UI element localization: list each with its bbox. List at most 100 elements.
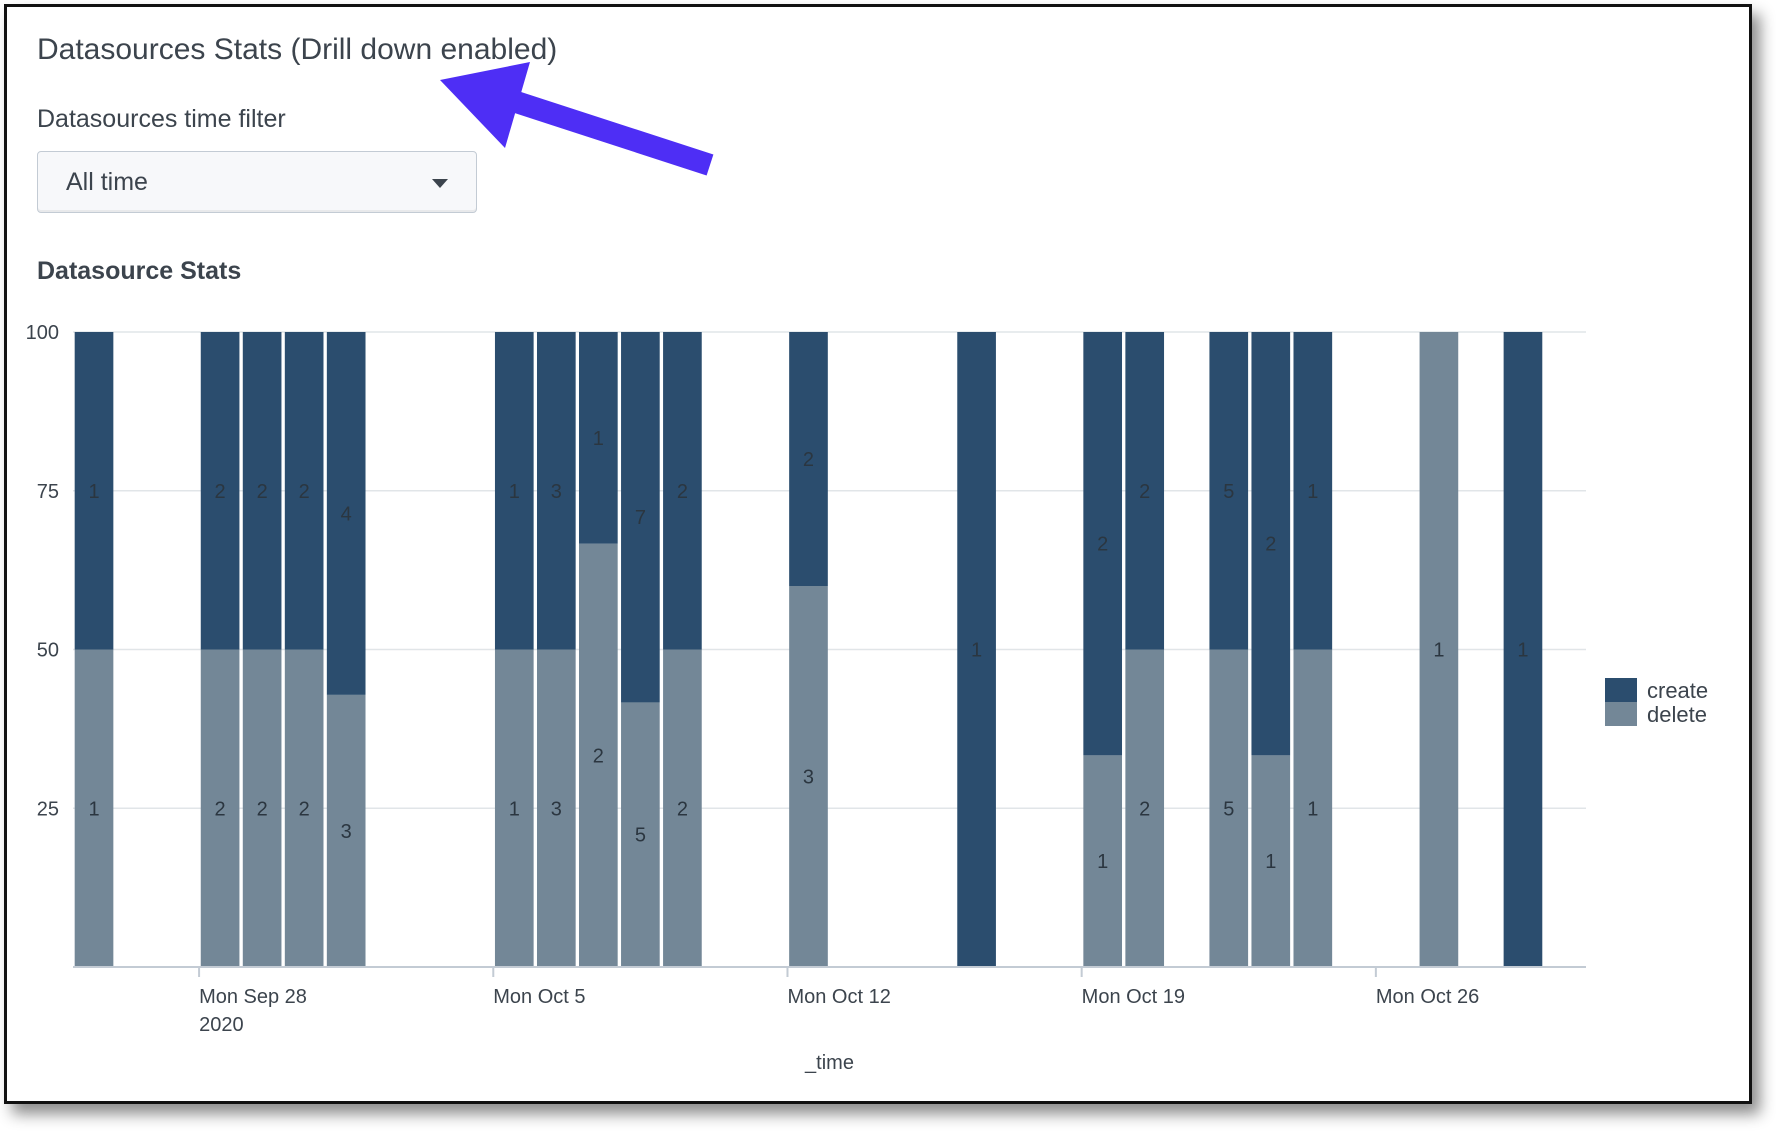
data-label-create: 2 xyxy=(1265,534,1276,556)
data-label-create: 1 xyxy=(593,428,604,450)
page-title: Datasources Stats (Drill down enabled) xyxy=(37,33,558,66)
bar-stack[interactable]: 57 xyxy=(621,332,660,967)
legend-swatch-create xyxy=(1605,678,1637,702)
bar-segment-create[interactable] xyxy=(1251,332,1291,756)
bar-segment-delete[interactable] xyxy=(74,649,114,968)
bar-segment-delete[interactable] xyxy=(1125,649,1165,968)
time-filter-value: All time xyxy=(66,168,148,196)
x-tick-label: Mon Oct 5 xyxy=(493,986,585,1008)
bar-segment-delete[interactable] xyxy=(579,543,618,967)
bar-segment-create[interactable] xyxy=(242,332,282,650)
legend-label-create[interactable]: create xyxy=(1647,678,1708,703)
bar-stack[interactable]: 22 xyxy=(200,332,240,968)
bar-stack[interactable]: 22 xyxy=(284,332,324,968)
data-label-delete: 3 xyxy=(341,821,352,843)
data-label-create: 1 xyxy=(88,481,99,503)
bar-segment-create[interactable] xyxy=(1503,332,1543,967)
bar-segment-delete[interactable] xyxy=(1293,649,1333,968)
bar-segment-delete[interactable] xyxy=(1209,649,1249,968)
y-tick-label: 100 xyxy=(26,322,59,344)
chart-title: Datasource Stats xyxy=(37,257,242,285)
bar-stack[interactable]: 12 xyxy=(1251,332,1291,967)
bar-segment-delete[interactable] xyxy=(1083,755,1123,967)
data-label-create: 5 xyxy=(1223,481,1234,503)
data-label-create: 2 xyxy=(215,481,226,503)
bar-segment-delete[interactable] xyxy=(200,649,240,968)
bar-segment-create[interactable] xyxy=(621,332,660,703)
bar-stack[interactable]: 32 xyxy=(789,332,828,967)
bar-stack[interactable]: 11 xyxy=(74,332,114,968)
bar-stack[interactable]: 1 xyxy=(1419,332,1459,967)
bar-segment-create[interactable] xyxy=(579,332,618,544)
bar-segment-delete[interactable] xyxy=(326,694,366,967)
data-label-create: 2 xyxy=(1097,534,1108,556)
y-tick-label: 50 xyxy=(37,640,59,662)
data-label-delete: 3 xyxy=(551,798,562,820)
bar-stack[interactable]: 21 xyxy=(579,332,618,967)
bar-stack[interactable]: 33 xyxy=(536,332,576,968)
x-axis-title: _time xyxy=(804,1052,854,1074)
bar-stack[interactable]: 1 xyxy=(957,332,996,967)
bar-segment-create[interactable] xyxy=(1125,332,1165,650)
y-tick-label: 75 xyxy=(37,481,59,503)
data-label-delete: 2 xyxy=(1139,798,1150,820)
data-label-create: 1 xyxy=(509,481,520,503)
legend-swatch-delete xyxy=(1605,702,1637,726)
x-tick-label: Mon Oct 26 xyxy=(1376,986,1479,1008)
bar-segment-create[interactable] xyxy=(1083,332,1123,756)
bar-stack[interactable]: 1 xyxy=(1503,332,1543,967)
bar-segment-create[interactable] xyxy=(789,332,828,586)
bar-stack[interactable]: 55 xyxy=(1209,332,1249,968)
bar-segment-create[interactable] xyxy=(957,332,996,967)
x-tick-sublabel: 2020 xyxy=(199,1014,244,1036)
y-tick-label: 25 xyxy=(37,798,59,820)
bar-segment-create[interactable] xyxy=(74,332,114,650)
bar-segment-create[interactable] xyxy=(494,332,534,650)
bar-segment-delete[interactable] xyxy=(494,649,534,968)
bar-stack[interactable]: 22 xyxy=(242,332,282,968)
data-label-delete: 3 xyxy=(803,767,814,789)
bar-stack[interactable]: 22 xyxy=(1125,332,1165,968)
bar-segment-delete[interactable] xyxy=(789,586,828,967)
bar-stack[interactable]: 12 xyxy=(1083,332,1123,967)
bar-segment-create[interactable] xyxy=(284,332,324,650)
data-label-delete: 5 xyxy=(635,825,646,847)
bar-segment-delete[interactable] xyxy=(621,702,660,967)
data-label-create: 2 xyxy=(299,481,310,503)
bar-stack[interactable]: 34 xyxy=(326,332,366,967)
bar-segment-delete[interactable] xyxy=(284,649,324,968)
data-label-delete: 2 xyxy=(299,798,310,820)
x-tick-label: Mon Oct 12 xyxy=(787,986,890,1008)
bar-segment-delete[interactable] xyxy=(1419,332,1459,967)
data-label-delete: 1 xyxy=(1307,798,1318,820)
bar-segment-delete[interactable] xyxy=(242,649,282,968)
bar-segment-delete[interactable] xyxy=(1251,755,1291,967)
data-label-delete: 2 xyxy=(215,798,226,820)
bar-segment-create[interactable] xyxy=(1209,332,1249,650)
data-label-delete: 1 xyxy=(1097,851,1108,873)
time-filter-dropdown[interactable]: All time xyxy=(37,151,477,213)
pointer-arrow-icon xyxy=(440,62,714,176)
bar-stack[interactable]: 11 xyxy=(1293,332,1333,968)
x-tick-label: Mon Sep 28 xyxy=(199,986,307,1008)
bar-segment-create[interactable] xyxy=(200,332,240,650)
bar-stack[interactable]: 11 xyxy=(494,332,534,968)
data-label-create: 7 xyxy=(635,507,646,529)
bar-segment-create[interactable] xyxy=(536,332,576,650)
bar-segment-delete[interactable] xyxy=(663,649,702,968)
data-label-delete: 1 xyxy=(1433,640,1444,662)
bar-segment-create[interactable] xyxy=(663,332,702,650)
bar-segment-delete[interactable] xyxy=(536,649,576,968)
data-label-delete: 1 xyxy=(509,798,520,820)
data-label-create: 2 xyxy=(803,449,814,471)
bar-segment-create[interactable] xyxy=(1293,332,1333,650)
data-label-delete: 2 xyxy=(257,798,268,820)
bar-segment-create[interactable] xyxy=(326,332,366,695)
caret-down-icon xyxy=(432,179,448,188)
bar-stack[interactable]: 22 xyxy=(663,332,702,967)
legend-label-delete[interactable]: delete xyxy=(1647,702,1707,727)
data-label-create: 3 xyxy=(551,481,562,503)
